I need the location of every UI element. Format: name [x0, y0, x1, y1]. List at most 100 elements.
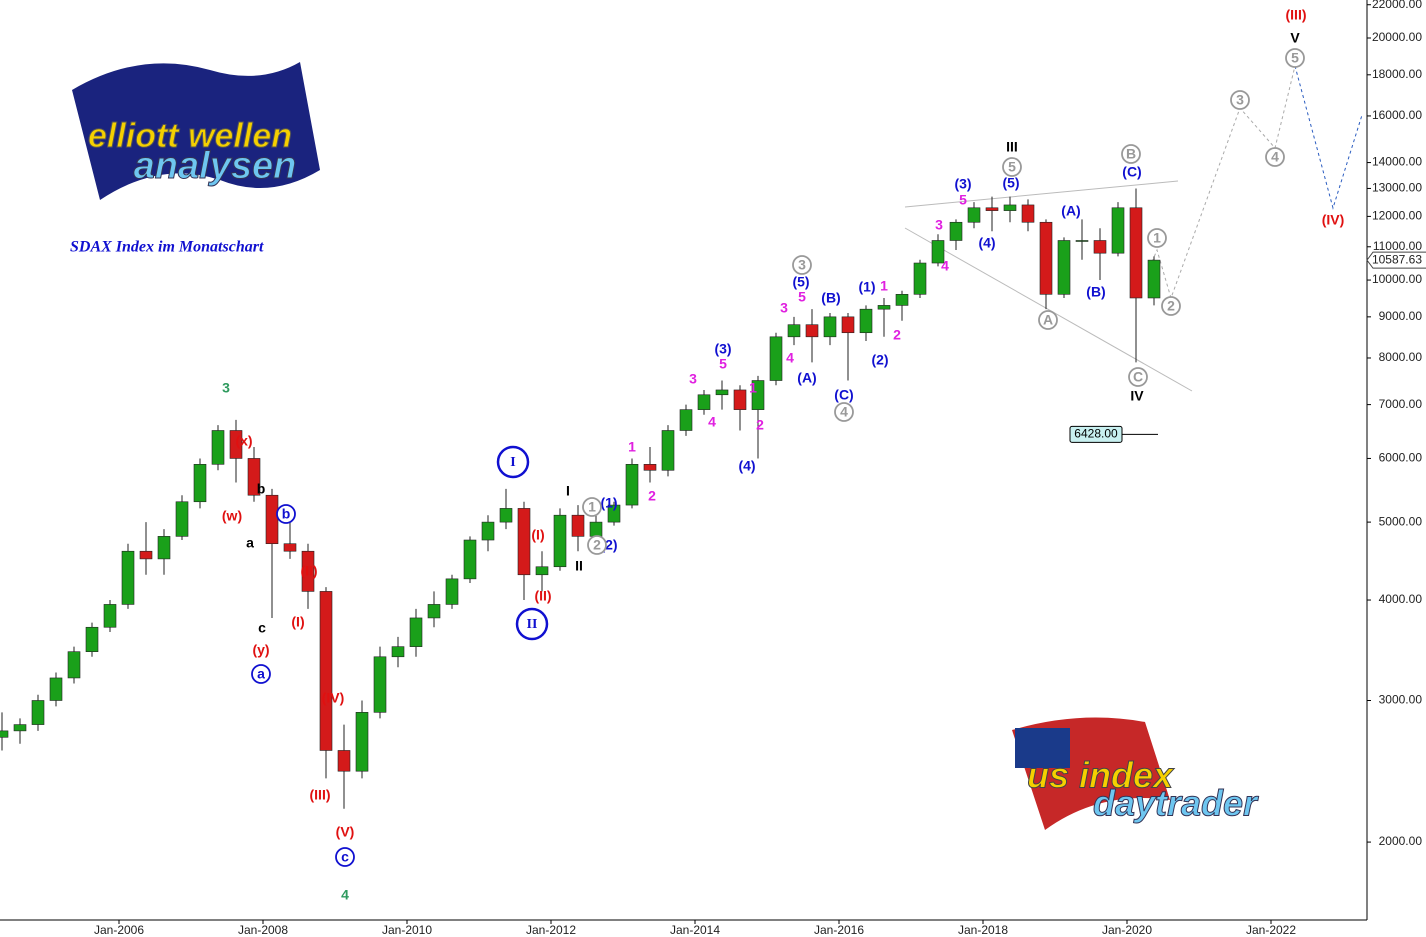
candle-body: [211, 430, 225, 465]
wave-text: II: [575, 558, 583, 574]
wave-label: c: [335, 847, 355, 867]
wave-text: II: [527, 617, 538, 632]
wave-circle: [834, 402, 854, 422]
y-tick-label: 11000.00: [1373, 239, 1422, 253]
candle-body: [301, 550, 315, 592]
candle-body: [823, 316, 837, 338]
y-tick-label: 4000.00: [1379, 592, 1423, 606]
wave-text: 1: [628, 439, 636, 455]
y-tick-label: 9000.00: [1379, 309, 1423, 323]
candle-body: [0, 730, 9, 738]
candle-body: [319, 591, 333, 751]
wave-text: V: [1290, 30, 1300, 46]
wave-label: 2: [756, 417, 764, 433]
candle-body: [409, 617, 423, 647]
wave-text: b: [257, 481, 266, 497]
price-marker: [1366, 251, 1426, 269]
wave-circle: [1128, 367, 1148, 387]
candle-body: [571, 514, 585, 537]
wave-label: (IV): [322, 690, 345, 706]
wave-label: (w): [222, 508, 242, 524]
wave-label: 5: [1285, 48, 1305, 68]
candle-body: [985, 207, 999, 211]
wave-label: II: [575, 558, 583, 574]
logo-text: us index: [1027, 755, 1175, 796]
wave-label: 1: [749, 380, 757, 396]
wave-text: III: [1006, 139, 1018, 155]
wave-label: 1: [880, 278, 888, 294]
wave-label: B: [1121, 144, 1141, 164]
level-box: [1069, 425, 1123, 443]
wave-label: 5: [798, 289, 806, 305]
wave-text: IV: [1130, 388, 1144, 404]
candle-body: [1021, 204, 1035, 223]
candle-body: [427, 604, 441, 619]
wave-label: (A): [1061, 203, 1080, 219]
wave-text: (V): [336, 824, 355, 840]
candle-body: [517, 508, 531, 576]
wave-label: (x): [235, 433, 252, 449]
logo-elliott: elliott wellen analysen: [72, 62, 320, 200]
candle-body: [589, 521, 603, 537]
x-tick-label: Jan-2008: [238, 923, 288, 937]
wave-label: 2: [1161, 296, 1181, 316]
wave-label: (3): [714, 341, 731, 357]
candle-body: [715, 389, 729, 396]
candle-body: [31, 700, 45, 725]
candle-body: [1003, 204, 1017, 211]
wave-label: (5): [1002, 175, 1019, 191]
y-tick-label: 8000.00: [1379, 350, 1423, 364]
candle-body: [139, 550, 153, 560]
wave-text: (C): [834, 387, 853, 403]
y-tick-label: 10000.00: [1372, 272, 1422, 286]
wave-label: c: [258, 620, 266, 636]
candle-body: [697, 394, 711, 410]
wave-text: (III): [1286, 7, 1307, 23]
wave-label: III: [1006, 139, 1018, 155]
y-tick-label: 6000.00: [1379, 451, 1423, 465]
candle-body: [463, 539, 477, 580]
wave-text: 5: [1008, 159, 1016, 175]
wave-label: (C): [1122, 164, 1141, 180]
candle-body: [283, 543, 297, 552]
wave-text: 1: [1153, 230, 1161, 246]
wave-text: (I): [531, 527, 544, 543]
y-tick-label: 14000.00: [1372, 155, 1422, 169]
wave-circle: [1285, 48, 1305, 68]
wave-label: 3: [792, 255, 812, 275]
wave-label: (y): [252, 642, 269, 658]
candle-body: [157, 536, 171, 560]
wave-text: 5: [1291, 50, 1299, 66]
y-tick-label: 12000.00: [1372, 209, 1422, 223]
wave-label: 4: [941, 258, 949, 274]
wave-text: (2): [871, 352, 888, 368]
wave-text: 5: [959, 192, 967, 208]
candle-body: [805, 324, 819, 338]
wave-label: (V): [336, 824, 355, 840]
candle-body: [85, 626, 99, 652]
candle-body: [859, 308, 873, 334]
last-price: 10587.63: [1372, 252, 1422, 266]
wave-circle: [335, 847, 355, 867]
wave-text: 3: [935, 217, 943, 233]
wave-label: 1: [1147, 228, 1167, 248]
wave-label: 2: [648, 488, 656, 504]
projection: [1151, 65, 1296, 300]
wave-label: 2: [587, 535, 607, 555]
wave-label: 1: [582, 497, 602, 517]
wave-label: IV: [1130, 388, 1144, 404]
wave-text: 5: [719, 356, 727, 372]
candle-body: [877, 305, 891, 310]
candle-body: [625, 464, 639, 506]
candle-body: [499, 508, 513, 523]
candle-body: [1111, 207, 1125, 254]
wave-text: (4): [738, 458, 755, 474]
candle-body: [1057, 240, 1071, 295]
candle-body: [967, 207, 981, 223]
projection: [1294, 65, 1363, 210]
candle-body: [13, 724, 27, 732]
x-tick-label: Jan-2010: [382, 923, 432, 937]
wave-circle: [251, 664, 271, 684]
subtitle: SDAX Index im Monatschart: [70, 239, 264, 256]
candle-body: [67, 651, 81, 679]
